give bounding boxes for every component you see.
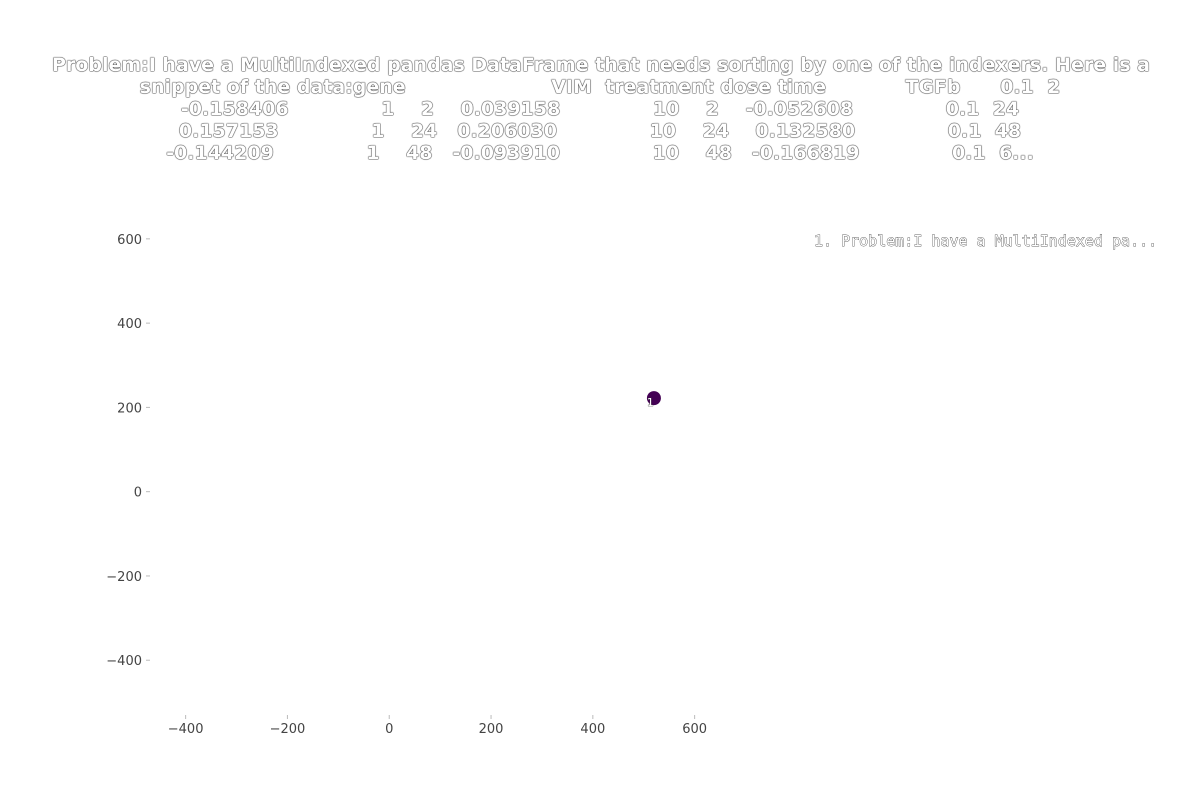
x-axis: −400 −200 0 200 400 600 [168,715,707,737]
title-line: snippet of the data:gene VIM treatment d… [139,76,1061,98]
y-tick-label: −400 [106,654,142,669]
scatter-point[interactable] [646,391,661,406]
title-line: Problem:I have a MultiIndexed pandas Dat… [52,54,1150,76]
y-axis: 600 400 200 0 −200 −400 [106,233,150,669]
legend-entry: 1. Problem:I have a MultiIndexed pa... [814,232,1157,250]
x-tick-label: 0 [385,722,393,737]
y-tick-label: 200 [117,401,142,416]
title-line: -0.144209 1 48 -0.093910 10 48 -0.166819… [166,142,1034,164]
title-line: -0.158406 1 2 0.039158 10 2 -0.052608 0.… [180,98,1020,120]
legend: 1. Problem:I have a MultiIndexed pa... [814,232,1158,251]
y-tick-label: 0 [134,486,142,501]
y-tick-label: 600 [117,233,142,248]
x-tick-label: −200 [270,722,306,737]
data-points: 1 [647,391,661,409]
x-tick-label: 200 [479,722,504,737]
y-tick-label: −200 [106,570,142,585]
y-tick-label: 400 [117,317,142,332]
x-tick-label: 400 [580,722,605,737]
x-tick-label: 600 [682,722,707,737]
point-label: 1 [647,396,654,409]
title-line: 0.157153 1 24 0.206030 10 24 0.132580 0.… [178,120,1022,142]
x-tick-label: −400 [168,722,204,737]
